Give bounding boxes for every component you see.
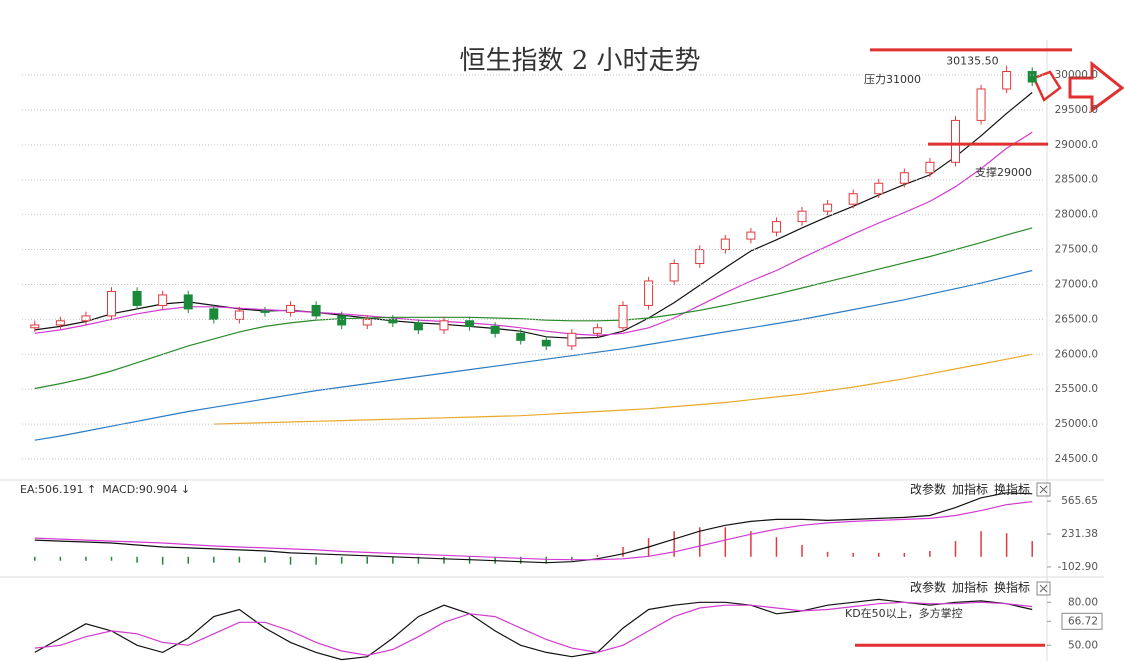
- y-tick-label: 28500.0: [1055, 174, 1098, 186]
- candle-body: [516, 332, 526, 341]
- candle-body: [209, 308, 219, 320]
- candle-body: [797, 210, 807, 223]
- candle-body: [669, 263, 679, 282]
- y-tick-label: 80.00: [1068, 596, 1098, 608]
- candle-body: [132, 290, 142, 306]
- candle-body: [746, 231, 756, 240]
- arrow-icon: [1068, 60, 1124, 113]
- candle-body: [439, 320, 449, 331]
- candle-body: [925, 161, 935, 174]
- candle-body: [81, 315, 91, 322]
- y-tick-label: 27500.0: [1055, 244, 1098, 256]
- y-tick-label: -102.90: [1057, 561, 1098, 573]
- candle-body: [1002, 71, 1012, 90]
- candle-body: [183, 294, 193, 310]
- y-tick-label: 66.72: [1068, 615, 1098, 627]
- candle-body: [823, 203, 833, 212]
- line-series: [213, 353, 1033, 425]
- value-badge: [1061, 612, 1103, 630]
- y-tick-label: 565.65: [1061, 495, 1098, 507]
- toolbar-button[interactable]: 换指标: [994, 580, 1030, 595]
- y-tick-label: 29000.0: [1055, 139, 1098, 151]
- annotation: 支撑29000: [975, 165, 1032, 179]
- y-tick-label: 26500.0: [1055, 313, 1098, 325]
- candle-body: [55, 320, 65, 326]
- candle-body: [465, 320, 475, 327]
- y-tick-label: 29500.0: [1055, 104, 1098, 116]
- candle-body: [874, 182, 884, 195]
- candle-body: [618, 304, 628, 329]
- indicator-label: MACD:90.904 ↓: [102, 483, 190, 496]
- plot-area: [30, 65, 1037, 441]
- candle-body: [592, 327, 602, 334]
- indicator-label: EA:506.191 ↑: [20, 483, 96, 496]
- line-series: [34, 501, 1033, 561]
- candle-body: [30, 324, 40, 329]
- line-series: [34, 92, 1033, 339]
- candle-body: [107, 290, 117, 317]
- chart-title: 恒生指数 2 小时走势: [459, 46, 700, 76]
- toolbar-button[interactable]: 加指标: [952, 482, 988, 497]
- annotation: KD在50以上，多方掌控: [845, 606, 963, 620]
- close-icon: [1039, 584, 1048, 593]
- close-button[interactable]: [1036, 581, 1051, 596]
- candle-body: [388, 318, 398, 324]
- candle-body: [950, 119, 960, 163]
- candle-body: [158, 294, 168, 306]
- candle-body: [720, 238, 730, 251]
- candle-body: [260, 310, 270, 313]
- toolbar-button[interactable]: 换指标: [994, 482, 1030, 497]
- candle-body: [286, 304, 296, 313]
- toolbar-button[interactable]: 加指标: [952, 580, 988, 595]
- arrow-icon: [1032, 70, 1062, 102]
- candle-body: [976, 88, 986, 121]
- y-tick-label: 26000.0: [1055, 348, 1098, 360]
- y-tick-label: 24500.0: [1055, 453, 1098, 465]
- candle-body: [311, 304, 321, 317]
- candle-body: [362, 318, 372, 326]
- candle-body: [644, 280, 654, 306]
- y-tick-label: 25500.0: [1055, 383, 1098, 395]
- candle-body: [541, 339, 551, 347]
- line-series: [34, 598, 1033, 661]
- y-tick-label: 50.00: [1068, 639, 1098, 651]
- plot-area: [34, 598, 1033, 661]
- candle-body: [1027, 71, 1037, 83]
- close-icon: [1039, 485, 1048, 494]
- candle-body: [337, 315, 347, 326]
- candle-body: [695, 249, 705, 265]
- candle-body: [771, 221, 781, 233]
- candle-body: [490, 325, 500, 334]
- candle-body: [899, 172, 909, 184]
- toolbar-button[interactable]: 改参数: [910, 580, 946, 595]
- toolbar-button[interactable]: 改参数: [910, 482, 946, 497]
- plot-area: [34, 492, 1033, 565]
- y-tick-label: 25000.0: [1055, 418, 1098, 430]
- y-tick-label: 27000.0: [1055, 278, 1098, 290]
- candle-body: [567, 332, 577, 347]
- y-tick-label: 231.38: [1061, 528, 1098, 540]
- candle-body: [234, 310, 244, 320]
- high-label: 30135.50: [946, 55, 999, 68]
- annotation: 压力31000: [864, 73, 921, 86]
- line-series: [34, 601, 1033, 656]
- candle-body: [413, 322, 423, 331]
- line-series: [34, 131, 1033, 337]
- y-tick-label: 30000.0: [1055, 69, 1098, 81]
- candle-body: [848, 193, 858, 205]
- line-series: [34, 269, 1033, 441]
- y-tick-label: 28000.0: [1055, 209, 1098, 221]
- line-series: [34, 492, 1033, 564]
- close-button[interactable]: [1036, 482, 1051, 497]
- line-series: [34, 227, 1033, 390]
